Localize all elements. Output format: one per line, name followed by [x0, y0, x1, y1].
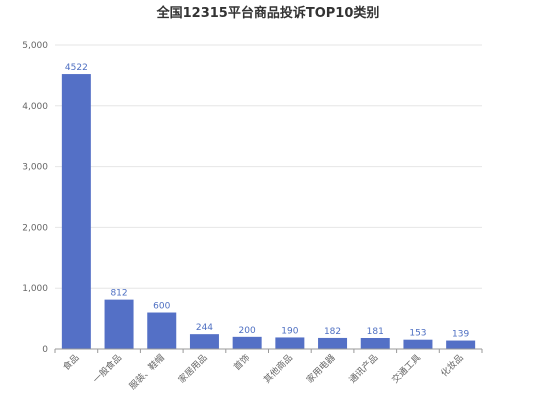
- x-tick-label: 通讯产品: [346, 352, 380, 386]
- bar: [104, 299, 134, 349]
- bars: [61, 74, 476, 349]
- bar: [189, 334, 219, 349]
- data-label: 812: [110, 289, 127, 299]
- y-tick-label: 2,000: [22, 223, 48, 233]
- y-tick-label: 0: [42, 345, 48, 355]
- y-tick-label: 1,000: [22, 284, 48, 294]
- data-label: 139: [452, 330, 469, 340]
- x-tick-label: 化妆品: [438, 352, 466, 380]
- x-tick-label: 首饰: [231, 352, 252, 373]
- bar: [232, 336, 262, 349]
- data-label: 181: [367, 327, 384, 337]
- y-tick-label: 4,000: [22, 102, 48, 112]
- data-labels: 4522 812 600 244 200 190 182 181 153 139: [65, 63, 470, 339]
- x-tick-label: 交通工具: [389, 352, 423, 386]
- x-tick-label: 服装、鞋帽: [127, 352, 167, 392]
- bar: [147, 312, 177, 349]
- x-tick-label: 食品: [60, 352, 81, 373]
- bar: [318, 337, 348, 349]
- chart-title: 全国12315平台商品投诉TOP10类别: [156, 5, 380, 21]
- bar: [403, 339, 433, 349]
- bar: [360, 337, 390, 349]
- data-label: 190: [281, 326, 298, 336]
- data-label: 600: [153, 302, 170, 312]
- x-tick-label: 其他商品: [261, 352, 295, 386]
- data-label: 153: [409, 329, 426, 339]
- y-tick-label: 5,000: [22, 41, 48, 51]
- bar: [275, 337, 305, 349]
- data-label: 244: [196, 323, 213, 333]
- data-label: 182: [324, 327, 341, 337]
- x-tick-label: 家居用品: [176, 352, 210, 386]
- data-label: 200: [239, 326, 256, 336]
- x-axis: 食品 一般食品 服装、鞋帽 家居用品 首饰 其他商品 家用电器 通讯产品 交通工具 化妆品: [54, 348, 483, 392]
- data-label: 4522: [65, 63, 88, 73]
- y-tick-label: 3,000: [22, 163, 48, 173]
- y-axis-ticks: 0 1,000 2,000 3,000 4,000 5,000: [22, 41, 48, 355]
- grid-lines: [55, 44, 482, 289]
- bar: [61, 74, 91, 349]
- bar: [446, 340, 476, 349]
- x-tick-label: 家用电器: [304, 352, 338, 386]
- x-tick-label: 一般食品: [90, 352, 124, 386]
